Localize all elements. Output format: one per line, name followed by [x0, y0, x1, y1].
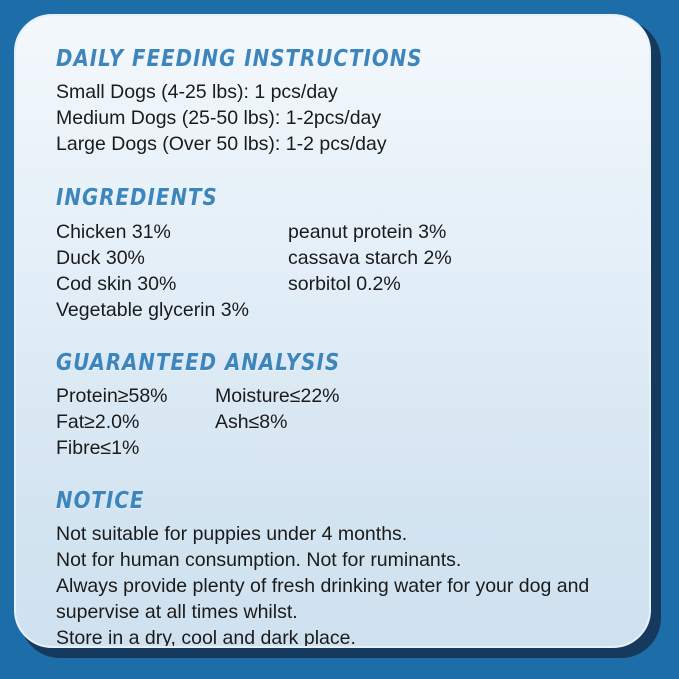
feeding-line: Large Dogs (Over 50 lbs): 1-2 pcs/day	[56, 133, 387, 156]
section-daily-feeding-instructions: DAILY FEEDING INSTRUCTIONS Small Dogs (4…	[56, 46, 631, 157]
label-card: DAILY FEEDING INSTRUCTIONS Small Dogs (4…	[14, 14, 651, 648]
heading-guaranteed-analysis: GUARANTEED ANALYSIS	[56, 349, 341, 376]
ingredient-item: peanut protein 3%	[288, 220, 447, 243]
feeding-line: Medium Dogs (25-50 lbs): 1-2pcs/day	[56, 107, 382, 130]
section-guaranteed-analysis: GUARANTEED ANALYSIS Protein≥58% Fat≥2.0%…	[56, 350, 631, 461]
notice-line: Always provide plenty of fresh drinking …	[56, 574, 590, 623]
ingredients-column-left: Chicken 31% Duck 30% Cod skin 30% Vegeta…	[56, 219, 288, 323]
analysis-item: Protein≥58%	[56, 385, 168, 408]
notice-line: Not for human consumption. Not for rumin…	[56, 548, 462, 571]
notice-line: Not suitable for puppies under 4 months.	[56, 522, 408, 545]
notice-line: Store in a dry, cool and dark place.	[56, 626, 356, 648]
label-content: DAILY FEEDING INSTRUCTIONS Small Dogs (4…	[56, 46, 631, 648]
analysis-item: Moisture≤22%	[215, 385, 340, 408]
feeding-line: Small Dogs (4-25 lbs): 1 pcs/day	[56, 81, 338, 104]
feeding-lines: Small Dogs (4-25 lbs): 1 pcs/day Medium …	[56, 79, 631, 157]
ingredient-item: Chicken 31%	[56, 220, 171, 243]
analysis-column-left: Protein≥58% Fat≥2.0% Fibre≤1%	[56, 383, 215, 461]
ingredients-columns: Chicken 31% Duck 30% Cod skin 30% Vegeta…	[56, 219, 631, 323]
analysis-item: Fibre≤1%	[56, 437, 140, 460]
analysis-column-right: Moisture≤22% Ash≤8%	[215, 383, 631, 461]
analysis-columns: Protein≥58% Fat≥2.0% Fibre≤1% Moisture≤2…	[56, 383, 631, 461]
heading-ingredients: INGREDIENTS	[56, 185, 218, 212]
ingredient-item: Vegetable glycerin 3%	[56, 298, 249, 321]
ingredient-item: cassava starch 2%	[288, 246, 452, 269]
notice-lines: Not suitable for puppies under 4 months.…	[56, 521, 614, 648]
analysis-item: Fat≥2.0%	[56, 411, 140, 434]
ingredient-item: Cod skin 30%	[56, 272, 177, 295]
section-ingredients: INGREDIENTS Chicken 31% Duck 30% Cod ski…	[56, 185, 631, 322]
heading-notice: NOTICE	[56, 488, 145, 515]
ingredients-column-right: peanut protein 3% cassava starch 2% sorb…	[288, 219, 631, 323]
heading-daily-feeding-instructions: DAILY FEEDING INSTRUCTIONS	[56, 46, 423, 72]
ingredient-item: Duck 30%	[56, 246, 145, 269]
section-notice: NOTICE Not suitable for puppies under 4 …	[56, 488, 631, 648]
ingredient-item: sorbitol 0.2%	[288, 272, 401, 295]
analysis-item: Ash≤8%	[215, 411, 288, 434]
